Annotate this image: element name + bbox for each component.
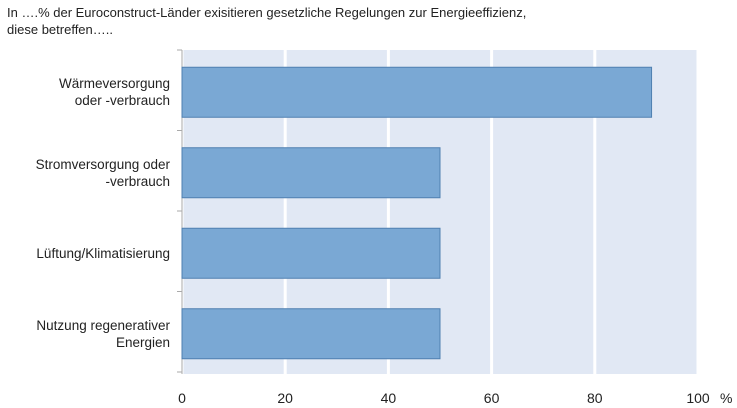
- x-tick-label: 20: [277, 390, 293, 406]
- bar: [181, 66, 653, 118]
- y-tick-label: Lüftung/Klimatisierung: [36, 245, 170, 261]
- x-tick-label: 0: [178, 390, 186, 406]
- x-tick-label: 100: [686, 390, 710, 406]
- x-axis-unit: %: [720, 390, 733, 406]
- y-tick-label: Wärmeversorgung oder -verbrauch: [58, 76, 170, 109]
- y-tick-label: Stromversorgung oder -verbrauch: [35, 156, 170, 189]
- x-tick-label: 40: [380, 390, 397, 406]
- bar: [181, 227, 441, 279]
- bar: [181, 147, 441, 199]
- bar: [181, 308, 441, 360]
- x-tick-label: 60: [483, 390, 500, 406]
- chart-title: In ….% der Euroconstruct-Länder exisitie…: [7, 5, 527, 37]
- y-tick-label: Nutzung regenerativer Energien: [36, 317, 170, 350]
- x-tick-label: 80: [587, 390, 603, 406]
